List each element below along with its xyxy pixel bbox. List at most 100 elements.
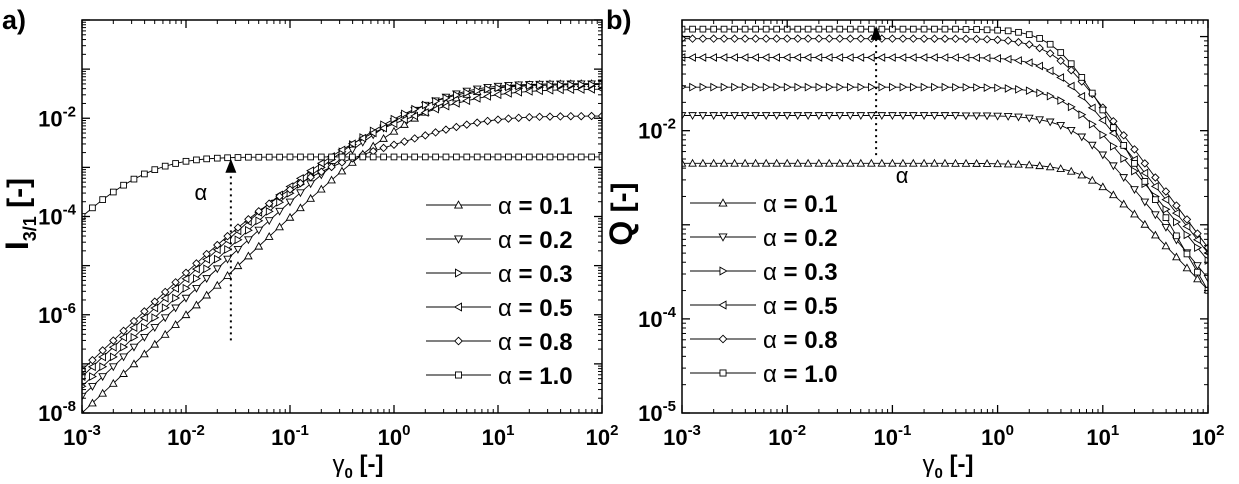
data-point: [245, 153, 252, 161]
x-tick-label: 102: [586, 422, 619, 450]
data-point: [1003, 159, 1013, 168]
data-point: [752, 25, 759, 33]
data-point: [400, 137, 409, 146]
legend-entry: α = 0.2: [690, 225, 838, 252]
panel-label: a): [2, 5, 26, 35]
data-point: [493, 115, 503, 124]
data-point: [120, 181, 127, 189]
data-point: [244, 236, 253, 245]
data-point: [161, 303, 170, 313]
data-point: [1036, 35, 1043, 42]
data-point: [212, 280, 222, 289]
data-point: [941, 25, 949, 33]
x-tick-label: 10-2: [768, 422, 806, 450]
data-point: [720, 82, 729, 92]
data-point: [567, 153, 575, 161]
data-point: [98, 373, 108, 382]
data-point: [814, 112, 824, 121]
data-point: [306, 172, 315, 182]
data-point: [772, 158, 782, 167]
data-point: [887, 53, 896, 62]
data-point: [929, 53, 938, 62]
data-point: [730, 158, 739, 167]
data-point: [453, 90, 461, 100]
data-point: [297, 153, 304, 161]
data-point: [961, 112, 971, 121]
data-point: [171, 304, 180, 313]
data-point: [952, 82, 961, 92]
data-point: [908, 112, 918, 121]
data-point: [940, 53, 949, 62]
data-point: [961, 53, 970, 62]
data-point: [1193, 262, 1202, 271]
data-point: [98, 352, 106, 362]
data-point: [515, 81, 524, 91]
data-point: [442, 153, 450, 161]
data-point: [682, 158, 687, 167]
data-point: [109, 352, 118, 362]
data-point: [709, 34, 718, 43]
data-point: [1099, 130, 1108, 140]
data-point: [473, 153, 481, 161]
data-point: [1183, 250, 1191, 258]
legend-marker: [718, 233, 728, 242]
data-point: [514, 113, 523, 123]
y-tick-label: 10-6: [38, 300, 76, 328]
data-point: [1088, 119, 1097, 129]
data-point: [348, 146, 357, 155]
data-point: [1192, 235, 1201, 245]
data-point: [950, 53, 959, 62]
x-tick-label: 100: [378, 422, 411, 450]
data-point: [275, 192, 284, 201]
data-point: [1066, 81, 1075, 91]
data-point: [866, 112, 876, 121]
x-axis-label: γ0 [-]: [923, 451, 974, 482]
data-point: [296, 189, 305, 198]
data-point: [951, 158, 960, 167]
data-point: [192, 300, 201, 309]
data-point: [525, 81, 534, 91]
data-point: [401, 109, 409, 119]
data-point: [254, 206, 264, 216]
data-point: [919, 53, 928, 62]
data-point: [698, 158, 708, 167]
data-point: [588, 153, 595, 161]
data-point: [761, 53, 770, 62]
alpha-arrow-head: [870, 25, 882, 40]
data-point: [772, 34, 781, 43]
data-point: [982, 53, 991, 63]
data-point: [181, 268, 191, 278]
data-point: [202, 275, 212, 284]
data-point: [898, 112, 908, 121]
data-point: [1140, 159, 1150, 168]
data-point: [835, 53, 844, 62]
data-point: [139, 313, 148, 323]
data-point: [846, 82, 855, 92]
data-point: [919, 34, 929, 43]
data-point: [835, 158, 845, 167]
data-point: [751, 53, 759, 62]
legend-entry: α = 0.3: [426, 261, 573, 288]
data-point: [877, 53, 886, 62]
data-point: [411, 153, 418, 161]
data-point: [1014, 113, 1023, 122]
series-line: [682, 38, 1208, 248]
data-point: [730, 112, 739, 121]
data-point: [1120, 142, 1128, 149]
data-point: [557, 80, 565, 90]
data-point: [761, 112, 771, 121]
legend-label: α = 0.3: [763, 259, 838, 286]
data-point: [1024, 160, 1034, 169]
y-tick-label: 10-4: [638, 304, 676, 332]
data-point: [1035, 61, 1043, 71]
data-point: [940, 112, 950, 121]
data-point: [296, 178, 305, 188]
data-point: [688, 53, 696, 62]
data-point: [836, 82, 845, 92]
data-point: [993, 35, 1002, 45]
data-point: [1140, 219, 1150, 228]
data-point: [972, 158, 981, 167]
data-point: [1119, 131, 1128, 140]
data-point: [1014, 37, 1023, 47]
data-point: [888, 158, 897, 167]
